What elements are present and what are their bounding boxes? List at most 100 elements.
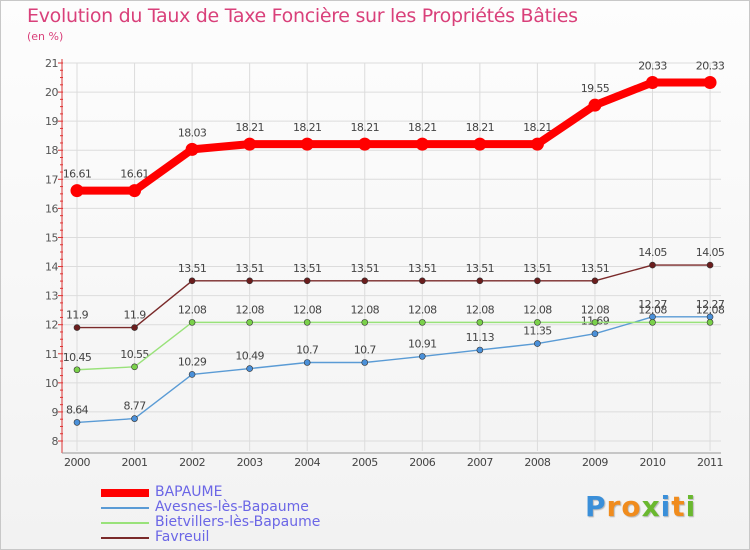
logo-letter: t <box>671 490 686 523</box>
data-label: 20.33 <box>696 59 725 72</box>
logo-letter: P <box>585 490 607 523</box>
data-label: 18.21 <box>408 121 437 134</box>
y-tick-label: 19 <box>45 115 58 128</box>
data-point <box>706 261 714 269</box>
chart-title: Evolution du Taux de Taxe Foncière sur l… <box>27 5 578 27</box>
data-point <box>534 277 541 285</box>
data-label: 12.08 <box>466 303 495 316</box>
y-tick-label: 9 <box>52 406 59 419</box>
logo-letter: i <box>660 490 672 523</box>
data-point <box>358 137 372 151</box>
x-tick-label: 2009 <box>582 456 608 469</box>
x-tick-label: 2003 <box>237 456 263 469</box>
data-label: 11.13 <box>466 331 495 344</box>
x-tick-label: 2006 <box>409 456 435 469</box>
data-point <box>649 261 656 269</box>
y-tick-label: 15 <box>45 231 58 244</box>
series-bietvillers-l-s-bapaume <box>73 319 714 374</box>
data-label: 12.08 <box>581 303 610 316</box>
data-label: 10.91 <box>408 337 437 350</box>
data-point <box>246 365 253 372</box>
x-tick-label: 2008 <box>524 456 550 469</box>
series-line <box>76 264 711 329</box>
data-point <box>73 324 81 331</box>
legend-swatch <box>101 488 149 497</box>
legend-label: BAPAUME <box>155 484 223 500</box>
data-label: 10.49 <box>235 350 264 363</box>
data-point <box>534 319 541 326</box>
logo-letter: r <box>606 490 622 523</box>
data-point <box>188 371 196 378</box>
data-point <box>591 330 599 338</box>
data-point <box>361 319 369 326</box>
data-label: 12.08 <box>351 303 380 316</box>
data-point <box>188 319 196 326</box>
y-tick-label: 8 <box>52 435 59 448</box>
data-point <box>476 319 484 326</box>
data-point <box>185 142 199 156</box>
legend-label: Bietvillers-lès-Bapaume <box>155 514 321 530</box>
y-tick-label: 11 <box>45 348 58 361</box>
data-point <box>131 324 138 331</box>
data-point <box>591 319 599 326</box>
data-point <box>649 313 656 321</box>
data-point <box>646 75 659 89</box>
logo-letter: x <box>641 490 661 523</box>
data-point <box>591 277 599 285</box>
y-tick-label: 18 <box>45 144 58 157</box>
data-point <box>243 137 257 151</box>
data-point <box>415 137 429 151</box>
legend-item: Favreuil <box>101 530 320 545</box>
data-label: 18.21 <box>293 121 322 134</box>
x-tick-label: 2001 <box>122 456 148 469</box>
data-point <box>303 277 311 285</box>
data-label: 12.08 <box>696 303 725 316</box>
data-point <box>649 319 656 326</box>
data-point <box>588 98 602 112</box>
data-label: 10.29 <box>178 355 207 368</box>
data-point <box>703 75 717 89</box>
y-tick-label: 14 <box>45 261 58 274</box>
data-label: 12.08 <box>523 303 552 316</box>
legend-swatch <box>101 536 149 539</box>
series-line <box>76 316 711 424</box>
data-point <box>73 419 81 426</box>
data-label: 18.21 <box>523 121 552 134</box>
data-label: 16.61 <box>120 168 149 181</box>
data-point <box>131 363 138 371</box>
legend-item: BAPAUME <box>101 485 320 500</box>
data-labels: 8.64 8.77 10.29 10.49 10.7 10.7 10.91 11.13 11.3… <box>63 59 726 416</box>
legend-swatch <box>101 506 149 509</box>
x-tick-label: 2007 <box>467 456 493 469</box>
data-label: 10.45 <box>63 351 92 364</box>
x-tick-label: 2004 <box>294 456 320 469</box>
data-point <box>530 137 544 151</box>
data-point <box>418 277 426 285</box>
legend-item: Bietvillers-lès-Bapaume <box>101 515 320 530</box>
data-label: 12.27 <box>696 298 725 311</box>
data-label: 10.7 <box>354 343 377 356</box>
data-point <box>476 346 484 354</box>
legend-item: Avesnes-lès-Bapaume <box>101 500 320 515</box>
data-label: 18.21 <box>351 121 380 134</box>
data-point <box>361 277 369 285</box>
data-label: 11.9 <box>124 309 147 322</box>
data-point <box>246 319 253 326</box>
data-point <box>128 184 142 198</box>
series-line <box>73 78 715 195</box>
x-tick-label: 2010 <box>640 456 666 469</box>
y-tick-label: 16 <box>45 202 58 215</box>
data-label: 12.08 <box>178 303 207 316</box>
data-point <box>188 277 196 285</box>
data-point <box>706 319 714 326</box>
x-tick-label: 2002 <box>179 456 205 469</box>
legend-label: Avesnes-lès-Bapaume <box>155 499 309 515</box>
data-label: 12.27 <box>638 298 667 311</box>
axes: 8 9 10 11 12 13 14 15 16 17 18 19 20 21 2000 2001 2002 20… <box>45 57 724 469</box>
data-label: 13.51 <box>235 262 264 275</box>
legend-swatch <box>101 521 149 524</box>
proxiti-logo: Proxiti <box>585 490 696 523</box>
series-favreuil <box>73 261 714 331</box>
data-point <box>418 319 426 326</box>
